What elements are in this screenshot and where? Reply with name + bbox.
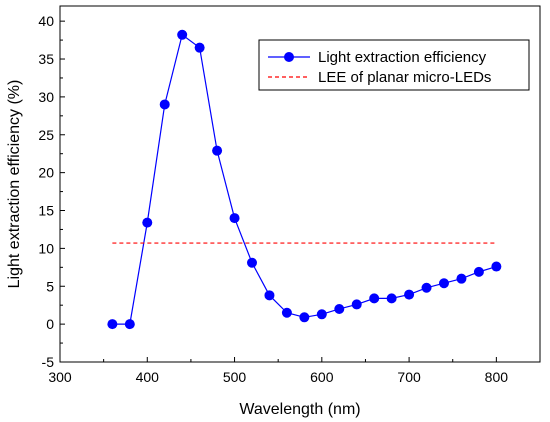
y-axis: -5 0 5 10 15 20 25 30 35 40	[38, 13, 65, 370]
legend-label-planar: LEE of planar micro-LEDs	[318, 69, 491, 86]
data-point	[456, 273, 467, 284]
x-tick-label: 800	[485, 369, 509, 385]
x-tick-label: 400	[136, 369, 160, 385]
data-point	[351, 299, 362, 310]
y-axis-title: Light extraction efficiency (%)	[6, 80, 23, 289]
y-tick-label: 30	[38, 89, 54, 105]
x-tick-label: 300	[48, 369, 72, 385]
x-tick-label: 500	[223, 369, 247, 385]
legend: Light extraction efficiency LEE of plana…	[258, 39, 530, 91]
data-point	[439, 278, 449, 289]
data-point	[386, 293, 397, 304]
data-point	[247, 257, 257, 268]
data-point	[107, 319, 118, 330]
data-point	[264, 290, 275, 301]
data-point	[212, 145, 223, 156]
y-tick-label: 10	[38, 240, 54, 256]
data-point	[142, 217, 153, 228]
y-tick-label: 5	[46, 278, 54, 294]
data-point	[334, 303, 345, 314]
data-point	[316, 309, 327, 320]
plot-frame	[59, 5, 541, 363]
legend-label-lee: Light extraction efficiency	[318, 49, 487, 66]
data-point	[473, 266, 484, 277]
data-point	[281, 307, 292, 318]
y-tick-label: -5	[42, 354, 55, 370]
data-point	[299, 312, 310, 323]
data-point	[369, 293, 380, 304]
data-point	[421, 282, 432, 293]
data-point	[177, 29, 188, 40]
x-tick-label: 700	[397, 369, 421, 385]
legend-marker-swatch	[284, 52, 294, 62]
data-point	[229, 213, 240, 224]
legend-box	[258, 39, 530, 91]
data-point	[491, 261, 502, 272]
y-tick-label: 35	[38, 51, 54, 67]
data-point	[159, 99, 170, 110]
y-tick-label: 40	[38, 13, 54, 29]
data-point	[404, 289, 415, 300]
x-tick-label: 600	[310, 369, 334, 385]
y-tick-label: 20	[38, 165, 54, 181]
series-layer	[107, 29, 502, 330]
y-tick-label: 0	[46, 316, 54, 332]
y-tick-label: 25	[38, 127, 54, 143]
y-tick-label: 15	[38, 203, 54, 219]
x-axis-title: Wavelength (nm)	[239, 401, 360, 418]
data-point	[124, 319, 135, 330]
data-point	[194, 42, 205, 53]
x-axis: 300 400 500 600 700 800	[48, 357, 508, 385]
